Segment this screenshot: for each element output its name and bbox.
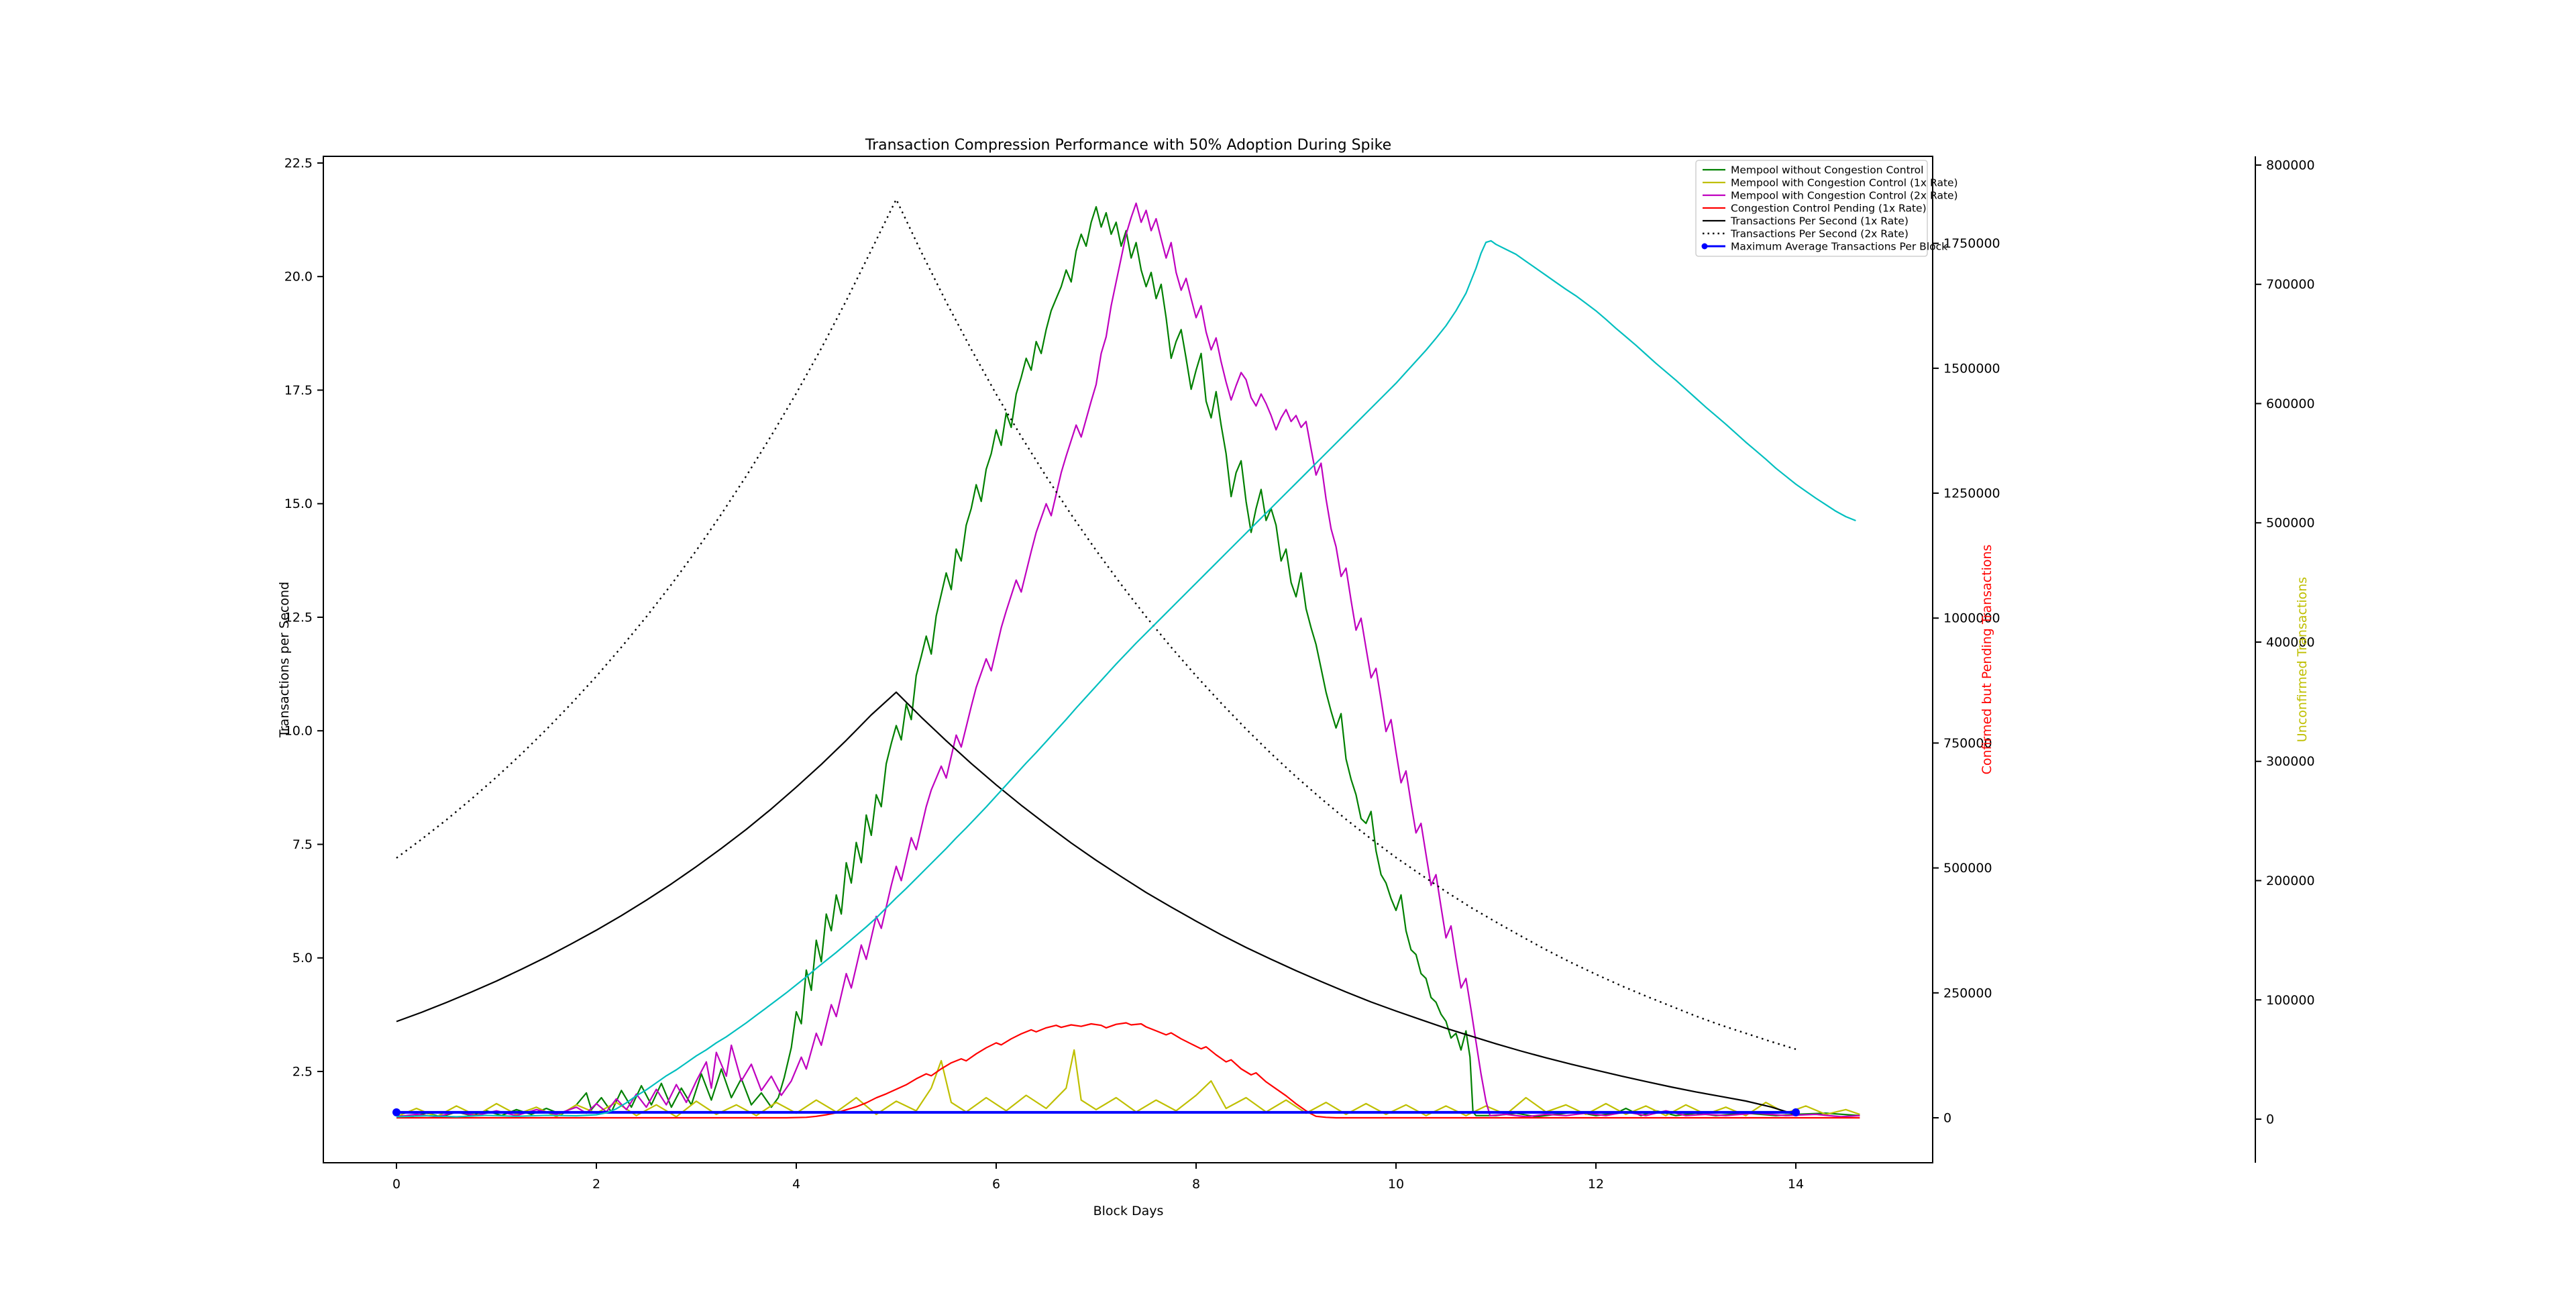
y-tick-label: 250000 — [1943, 986, 1992, 1000]
legend-item-max-avg-tx-per-block: Maximum Average Transactions Per Block — [1701, 241, 1947, 253]
legend-item-cc-pending-1x: Congestion Control Pending (1x Rate) — [1703, 203, 1927, 215]
y-axis-label-pending: Confirmed but Pending Transactions — [1980, 544, 1994, 775]
y-tick-label: 500000 — [2266, 516, 2315, 531]
y-tick-label: 100000 — [2266, 993, 2315, 1008]
series-max-avg-tx-per-block-endpoint-marker — [392, 1108, 401, 1116]
x-axis-label: Block Days — [1093, 1204, 1164, 1218]
x-tick-label: 2 — [592, 1177, 600, 1192]
x-tick-label: 12 — [1588, 1177, 1604, 1192]
legend-item-label: Transactions Per Second (1x Rate) — [1730, 215, 1909, 227]
chart-title: Transaction Compression Performance with… — [865, 137, 1392, 154]
y-tick-label: 300000 — [2266, 754, 2315, 769]
y-axis-left: 2.5 5.0 7.5 10.0 12.5 15.0 17.5 20.0 22.5 — [284, 156, 323, 1079]
legend-item-label: Mempool with Congestion Control (1x Rate… — [1731, 177, 1958, 189]
series-tps-2x — [396, 198, 1796, 1050]
x-axis: 0 2 4 6 8 10 12 14 — [392, 1163, 1804, 1192]
y-tick-label: 800000 — [2266, 158, 2315, 172]
legend-swatch-marker — [1701, 243, 1708, 250]
y-axis-label-left: Transactions per Second — [277, 581, 292, 738]
legend-item-label: Mempool with Congestion Control (2x Rate… — [1731, 190, 1958, 202]
y-tick-label: 750000 — [1943, 736, 1992, 751]
legend-item-tps-1x: Transactions Per Second (1x Rate) — [1703, 215, 1909, 227]
legend-box — [1695, 160, 1928, 257]
x-tick-label: 6 — [992, 1177, 1000, 1192]
legend-item-tps-2x: Transactions Per Second (2x Rate) — [1703, 228, 1909, 240]
legend-item-mempool-cc-2x: Mempool with Congestion Control (2x Rate… — [1703, 190, 1958, 202]
x-tick-label: 14 — [1788, 1177, 1804, 1192]
series-tps-1x — [396, 691, 1796, 1116]
x-tick-label: 8 — [1192, 1177, 1200, 1192]
legend-item-label: Maximum Average Transactions Per Block — [1731, 241, 1947, 253]
series-mempool-cc-1x — [396, 1049, 1860, 1118]
y-tick-label: 1000000 — [1943, 611, 2000, 626]
x-tick-label: 10 — [1388, 1177, 1404, 1192]
y-tick-label: 15.0 — [284, 496, 313, 511]
y-tick-label: 10.0 — [284, 724, 313, 739]
y-tick-label: 5.0 — [292, 951, 313, 965]
series-unlabeled-cyan — [396, 240, 1856, 1118]
y-tick-label: 12.5 — [284, 610, 313, 625]
y-tick-label: 500000 — [1943, 861, 1992, 876]
y-tick-label: 400000 — [2266, 635, 2315, 649]
x-tick-label: 0 — [392, 1177, 400, 1192]
y-tick-label: 0 — [1943, 1111, 1951, 1126]
y-tick-label: 700000 — [2266, 277, 2315, 292]
legend: Mempool without Congestion ControlMempoo… — [1695, 160, 1958, 257]
y-tick-label: 20.0 — [284, 270, 313, 284]
plot-frame — [323, 156, 1933, 1163]
y-tick-label: 1250000 — [1943, 486, 2000, 501]
y-tick-label: 17.5 — [284, 383, 313, 398]
legend-item-label: Mempool without Congestion Control — [1731, 164, 1923, 176]
y-axis-pending: 0 250000 500000 750000 1000000 1250000 1500000… — [1933, 236, 2000, 1126]
series-mempool-cc-2x — [396, 202, 1860, 1118]
x-tick-label: 4 — [792, 1177, 800, 1192]
legend-item-label: Transactions Per Second (2x Rate) — [1730, 228, 1909, 240]
y-tick-label: 1750000 — [1943, 236, 2000, 251]
y-tick-label: 2.5 — [292, 1064, 313, 1079]
legend-item-mempool-no-cc: Mempool without Congestion Control — [1703, 164, 1923, 176]
series-max-avg-tx-per-block-endpoint-marker — [1792, 1108, 1801, 1116]
plot-series — [392, 198, 1860, 1119]
y-tick-label: 0 — [2266, 1112, 2274, 1127]
y-tick-label: 1500000 — [1943, 361, 2000, 376]
y-axis-label-unconfirmed: Unconfirmed Transactions — [2295, 576, 2310, 743]
series-mempool-no-cc — [396, 206, 1860, 1118]
y-axis-unconfirmed: 0 100000 200000 300000 400000 500000 600000 700… — [2255, 156, 2315, 1163]
y-tick-label: 600000 — [2266, 397, 2315, 411]
y-tick-label: 7.5 — [292, 837, 313, 852]
legend-item-label: Congestion Control Pending (1x Rate) — [1731, 203, 1927, 215]
legend-item-mempool-cc-1x: Mempool with Congestion Control (1x Rate… — [1703, 177, 1958, 189]
y-tick-label: 200000 — [2266, 874, 2315, 888]
y-tick-label: 22.5 — [284, 156, 313, 170]
